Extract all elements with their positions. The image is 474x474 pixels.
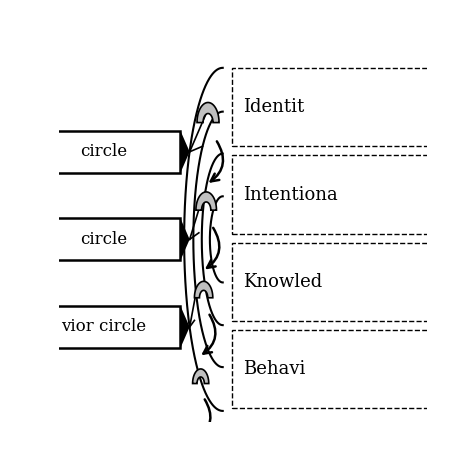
Text: vior circle: vior circle [61, 319, 146, 336]
Polygon shape [194, 282, 213, 298]
Bar [232, 155, 445, 234]
Bar [41, 131, 181, 173]
Polygon shape [196, 192, 217, 210]
Polygon shape [181, 219, 190, 260]
Text: Behavi: Behavi [243, 360, 305, 378]
Text: Intentiona: Intentiona [243, 186, 337, 204]
FancyArrowPatch shape [207, 228, 219, 268]
Polygon shape [181, 131, 190, 173]
Text: Knowled: Knowled [243, 273, 322, 291]
Text: circle: circle [80, 231, 127, 248]
Bar [232, 329, 445, 408]
FancyArrowPatch shape [211, 141, 223, 182]
Bar [232, 68, 445, 146]
Bar [41, 219, 181, 260]
FancyArrowPatch shape [199, 400, 210, 437]
Polygon shape [197, 102, 219, 123]
Bar [232, 243, 445, 321]
Text: Identit: Identit [243, 98, 304, 116]
Bar [41, 306, 181, 348]
FancyArrowPatch shape [203, 315, 215, 354]
Polygon shape [192, 369, 209, 383]
Text: circle: circle [80, 143, 127, 160]
Polygon shape [181, 306, 190, 348]
